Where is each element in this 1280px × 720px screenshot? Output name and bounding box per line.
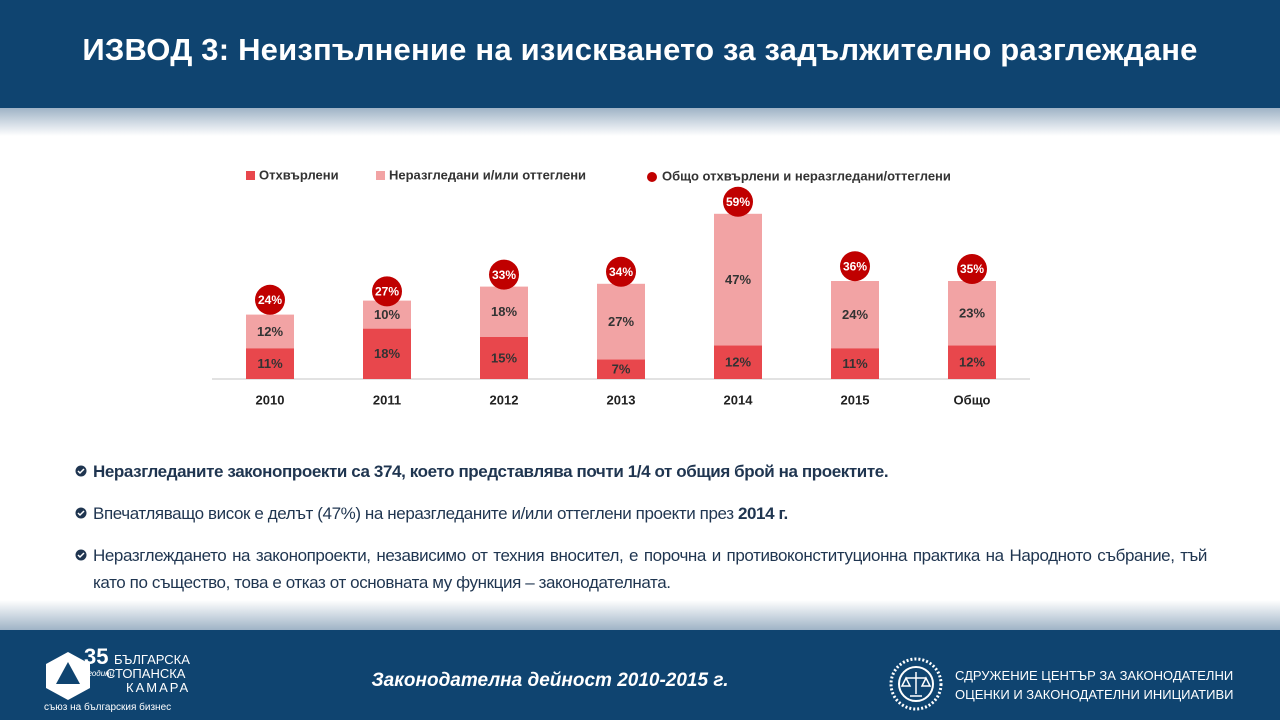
logo-line: БЪЛГАРСКА (114, 652, 190, 667)
total-marker (255, 284, 285, 315)
bullet-list: Неразгледаните законопроекти са 374, кое… (75, 458, 1207, 611)
chart: Отхвърлени Неразгледани и/или оттеглени Об… (212, 167, 1030, 407)
data-label: 12% (257, 324, 283, 339)
bullet: Неразгледаните законопроекти са 374, кое… (75, 458, 1207, 485)
bar-segment (480, 286, 528, 337)
data-label: 18% (491, 304, 517, 319)
header-fade (0, 108, 1280, 136)
x-tick-label: 2013 (607, 392, 636, 407)
bullet-icon (75, 465, 87, 477)
logo-line: СТОПАНСКА (106, 666, 186, 681)
data-label: 47% (725, 272, 751, 287)
total-marker (957, 254, 987, 284)
data-label: 11% (842, 356, 868, 371)
x-tick-label: 2010 (256, 392, 285, 407)
footer: 35 години БЪЛГАРСКА СТОПАНСКА КАМАРА съю… (0, 630, 1280, 720)
bullet: Неразглеждането на законопроекти, незави… (75, 542, 1207, 596)
bsk-logo: 35 години БЪЛГАРСКА СТОПАНСКА КАМАРА съю… (44, 648, 190, 713)
bullet-icon (75, 507, 87, 519)
legend-swatch (647, 172, 657, 182)
bar-segment (363, 328, 411, 379)
total-label: 36% (843, 259, 867, 273)
caption: Законодателна дейност 2010-2015 г. (371, 670, 729, 691)
data-label: 7% (612, 362, 631, 377)
total-marker (372, 276, 402, 307)
bar-segment (948, 345, 996, 379)
total-marker (723, 186, 753, 217)
total-label: 27% (375, 285, 399, 299)
total-marker (489, 259, 519, 290)
bar-segment (714, 213, 762, 346)
bullet-icon (75, 549, 87, 561)
bullet-text: Неразгледаните законопроекти са 374, кое… (93, 462, 889, 481)
legend-label: Отхвърлени (259, 167, 339, 182)
legend-swatch (376, 171, 385, 180)
data-label: 11% (257, 356, 283, 371)
data-label: 18% (374, 346, 400, 361)
bullet-text: Неразглеждането на законопроекти, незави… (93, 546, 1207, 592)
bar-segment (246, 314, 294, 349)
organization-name: СДРУЖЕНИЕ ЦЕНТЪР ЗА ЗАКОНОДАТЕЛНИ ОЦЕНКИ … (955, 666, 1233, 704)
total-marker (606, 256, 636, 287)
bar-segment (480, 337, 528, 379)
total-label: 34% (609, 265, 633, 279)
total-label: 24% (258, 293, 282, 307)
data-label: 12% (959, 355, 985, 370)
bar-segment (597, 283, 645, 360)
data-label: 27% (608, 314, 634, 329)
logo-tagline: съюз на българския бизнес (44, 701, 171, 713)
bar-segment (246, 348, 294, 379)
org-line: ОЦЕНКИ И ЗАКОНОДАТЕЛНИ ИНИЦИАТИВИ (955, 687, 1234, 702)
bar-segment (948, 281, 996, 346)
header: ИЗВОД 3: Неизпълнение на изискването за … (0, 0, 1280, 108)
total-label: 59% (726, 195, 750, 209)
data-label: 15% (491, 350, 517, 365)
logo-line: КАМАРА (126, 680, 190, 695)
logo-years-word: години (88, 669, 115, 678)
title: ИЗВОД 3: Неизпълнение на изискването за … (82, 32, 1198, 67)
bar-segment (831, 348, 879, 379)
legend-label: Неразгледани и/или оттеглени (389, 167, 586, 182)
total-label: 33% (492, 268, 516, 282)
bar-segment (714, 345, 762, 379)
bar-segment (831, 281, 879, 349)
data-label: 23% (959, 306, 985, 321)
x-tick-label: Общо (954, 392, 991, 407)
data-label: 10% (374, 307, 400, 322)
footer-fade (0, 600, 1280, 630)
legend-swatch (246, 171, 255, 180)
data-label: 24% (842, 307, 868, 322)
x-tick-label: 2012 (490, 392, 519, 407)
x-tick-label: 2014 (724, 392, 754, 407)
cel-logo (889, 657, 943, 711)
x-tick-label: 2011 (373, 392, 401, 407)
legend-label: Общо отхвърлени и неразгледани/оттеглени (662, 168, 951, 183)
logo-years: 35 (84, 648, 108, 669)
total-label: 35% (960, 262, 984, 276)
bullet-text: Впечатляващо висок е делът (47%) на нера… (93, 504, 738, 523)
total-marker (840, 251, 870, 282)
bullet-bold: 2014 г. (737, 504, 788, 523)
bar-segment (597, 359, 645, 379)
bullet: Впечатляващо висок е делът (47%) на нера… (75, 500, 1207, 527)
org-line: СДРУЖЕНИЕ ЦЕНТЪР ЗА ЗАКОНОДАТЕЛНИ (955, 668, 1234, 683)
data-label: 12% (725, 355, 751, 370)
x-tick-label: 2015 (841, 392, 870, 407)
